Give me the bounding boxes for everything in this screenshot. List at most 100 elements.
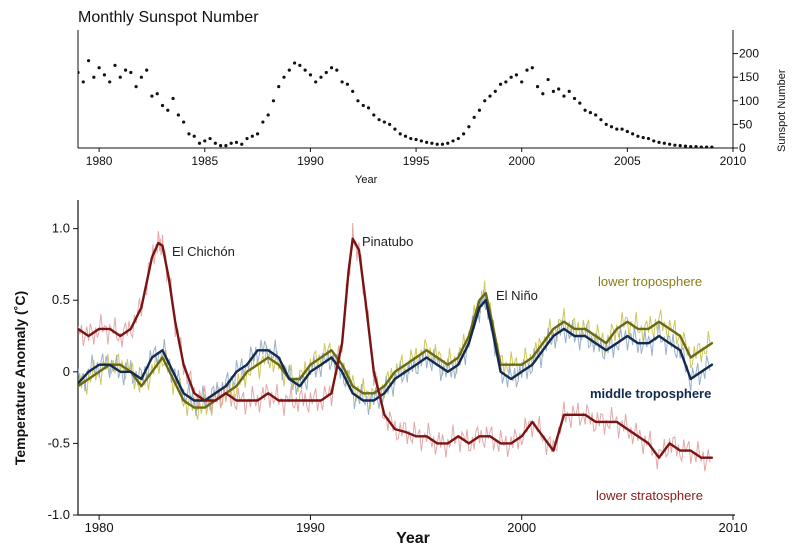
sunspot-point — [594, 113, 598, 117]
sunspot-x-tick-label: 1990 — [297, 154, 324, 168]
sunspot-y-tick-label: 150 — [739, 70, 759, 84]
sunspot-point — [472, 115, 476, 119]
sunspot-point — [673, 143, 677, 147]
sunspot-y-tick-label: 50 — [739, 117, 753, 131]
temperature-x-tick-label: 1990 — [296, 520, 325, 535]
sunspot-point — [631, 132, 635, 136]
sunspot-point — [483, 99, 487, 103]
sunspot-point — [377, 118, 381, 122]
sunspot-point — [150, 94, 154, 98]
sunspot-point — [129, 70, 133, 75]
sunspot-point — [425, 140, 429, 144]
sunspot-point — [467, 125, 471, 129]
sunspot-point — [562, 94, 566, 98]
sunspot-point — [604, 122, 608, 126]
sunspot-point — [113, 63, 117, 67]
sunspot-chart-title: Monthly Sunspot Number — [78, 9, 259, 26]
sunspot-point — [520, 80, 524, 84]
temperature-x-tick-label: 2000 — [507, 520, 536, 535]
temperature-y-tick-label: 0.5 — [52, 292, 70, 307]
sunspot-point — [435, 142, 439, 146]
sunspot-point — [488, 94, 492, 98]
temperature-y-label: Temperature Anomaly (˚C) — [12, 291, 28, 465]
sunspot-point — [345, 82, 349, 86]
sunspot-point — [277, 85, 281, 89]
lower-troposphere-line — [78, 291, 714, 409]
sunspot-point — [403, 134, 408, 138]
sunspot-point — [652, 139, 656, 143]
sunspot-point — [588, 111, 592, 115]
sunspot-point — [509, 75, 513, 79]
sunspot-point — [525, 68, 529, 72]
sunspot-point — [710, 145, 714, 149]
sunspot-point — [419, 139, 423, 143]
sunspot-point — [451, 139, 455, 143]
sunspot-point — [81, 80, 85, 84]
sunspot-point — [86, 59, 91, 63]
sunspot-point — [546, 77, 550, 82]
sunspot-point — [229, 141, 233, 145]
sunspot-point — [557, 87, 561, 91]
sunspot-point — [160, 103, 165, 108]
sunspot-point — [319, 75, 323, 79]
sunspot-point — [361, 103, 365, 108]
temperature-chart: 1980 1990 2000 2010 -1.0 -0.5 0 0.5 1.0 Temperat… — [12, 200, 747, 547]
temperature-y-tick-label: -0.5 — [48, 435, 70, 450]
sunspot-point — [398, 132, 402, 136]
legend-middle-troposphere: middle troposphere — [590, 386, 711, 401]
sunspot-y-label: Sunspot Number — [776, 69, 788, 152]
sunspot-point — [245, 136, 249, 141]
sunspot-point — [155, 92, 159, 96]
sunspot-point — [366, 106, 371, 110]
sunspot-point — [255, 132, 260, 136]
sunspot-point — [203, 139, 207, 143]
sunspot-point — [102, 73, 107, 77]
sunspot-point — [224, 144, 228, 148]
sunspot-point — [409, 136, 413, 141]
sunspot-point — [292, 61, 297, 65]
sunspot-point — [493, 89, 497, 93]
sunspot-point — [382, 120, 386, 124]
sunspot-x-tick-label: 1980 — [86, 154, 113, 168]
sunspot-point — [615, 127, 619, 131]
sunspot-point — [704, 145, 709, 149]
sunspot-point — [504, 80, 508, 84]
sunspot-point — [208, 136, 212, 141]
sunspot-point — [261, 120, 265, 124]
sunspot-point — [514, 73, 519, 77]
temperature-y-tick-label: -1.0 — [48, 507, 70, 522]
temperature-x-tick-label: 1980 — [85, 520, 114, 535]
sunspot-chart: Monthly Sunspot Number 1980 1985 1990 1995 2… — [77, 9, 788, 186]
sunspot-point — [308, 73, 313, 77]
sunspot-point — [234, 140, 239, 144]
sunspot-point — [430, 141, 434, 145]
sunspot-point — [356, 99, 360, 103]
sunspot-point — [689, 144, 693, 149]
sunspot-point — [123, 68, 128, 72]
sunspot-point — [446, 141, 450, 145]
sunspot-point — [662, 141, 666, 145]
sunspot-point — [657, 140, 661, 144]
middle-troposphere-line — [78, 299, 714, 402]
sunspot-point — [287, 68, 291, 72]
sunspot-point — [351, 89, 355, 93]
sunspot-point — [118, 75, 122, 79]
sunspot-point — [182, 120, 186, 124]
sunspot-x-tick-label: 2005 — [614, 154, 641, 168]
sunspot-point — [166, 108, 170, 112]
sunspot-point — [219, 144, 223, 148]
sunspot-point — [625, 129, 629, 134]
sunspot-point — [176, 113, 180, 117]
sunspot-point — [250, 134, 254, 138]
sunspot-point — [668, 142, 672, 146]
sunspot-point — [541, 92, 545, 96]
sunspot-point — [298, 63, 302, 67]
sunspot-point — [108, 80, 112, 84]
sunspot-point — [145, 68, 149, 72]
sunspot-point — [535, 85, 540, 89]
sunspot-x-label: Year — [355, 174, 378, 186]
sunspot-point — [636, 134, 640, 138]
temperature-y-tick-label: 1.0 — [52, 221, 70, 236]
